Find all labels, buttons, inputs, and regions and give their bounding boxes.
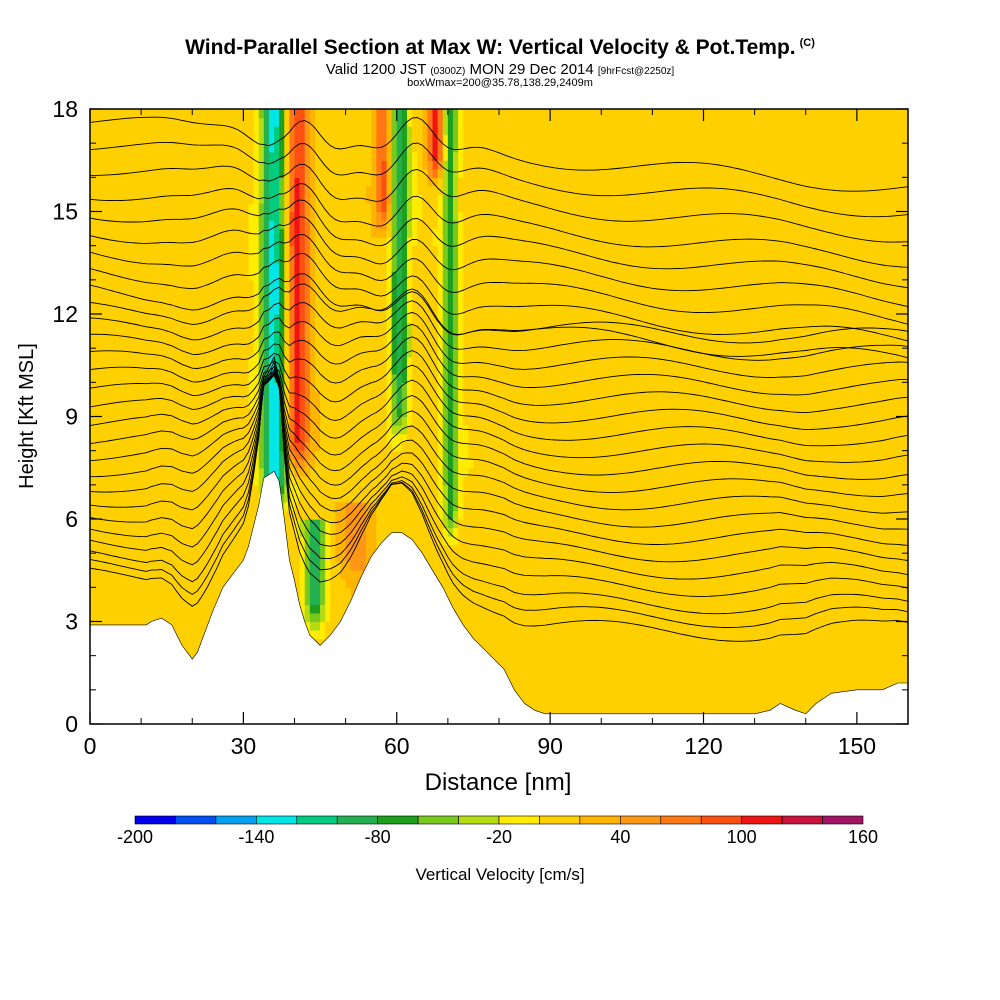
valid-zulu: (0300Z) — [430, 66, 466, 77]
isentrope-line — [90, 355, 908, 642]
colorbar-swatch — [781, 815, 823, 825]
colorbar-swatch — [296, 815, 338, 825]
colorbar-swatch — [741, 815, 783, 825]
isentrope-line — [90, 141, 908, 218]
colorbar-swatch — [579, 815, 621, 825]
terrain — [90, 470, 908, 724]
isentrope-line — [90, 364, 908, 615]
isentrope-line — [90, 273, 908, 359]
colorbar-swatch — [660, 815, 702, 825]
colorbar: -200 -140 -80 -20 40 100 160 — [117, 815, 878, 847]
isentrope-line — [90, 116, 908, 192]
colorbar-swatch — [417, 815, 459, 825]
colorbar-swatch — [620, 815, 662, 825]
colorbar-tick-label: -200 — [117, 827, 153, 847]
plot-area — [90, 109, 908, 724]
isentrope-line — [90, 323, 908, 396]
colorbar-swatch — [700, 815, 742, 825]
isentrope-line — [90, 373, 908, 563]
isentrope-line — [90, 365, 908, 463]
x-tick-label: 30 — [231, 733, 257, 759]
isentrope-line — [90, 368, 908, 597]
y-tick-label: 0 — [65, 711, 78, 737]
isentrope-line — [90, 370, 908, 480]
colorbar-swatch — [539, 815, 581, 825]
y-tick-label: 9 — [65, 404, 78, 430]
isentrope-line — [90, 300, 908, 361]
isentrope-line — [90, 234, 908, 325]
isentrope-line — [90, 360, 908, 447]
colorbar-swatch — [215, 815, 257, 825]
colorbar-tick-label: 100 — [727, 827, 757, 847]
x-tick-label: 90 — [537, 733, 563, 759]
isentrope-line — [90, 336, 908, 414]
isentrope-line — [90, 163, 908, 243]
isentrope-contours — [90, 116, 908, 642]
chart-title: Wind-Parallel Section at Max W: Vertical… — [0, 36, 1000, 60]
isentrope-line — [90, 283, 908, 344]
isentrope-line — [90, 216, 908, 307]
isentrope-line — [90, 371, 908, 580]
colorbar-tick-label: -80 — [365, 827, 391, 847]
isentrope-line — [90, 311, 908, 378]
x-tick-label: 120 — [684, 733, 722, 759]
colorbar-swatch — [822, 815, 864, 825]
x-tick-label: 150 — [838, 733, 876, 759]
y-tick-label: 3 — [65, 609, 78, 635]
forecast-info: [9hrFcst@2250z] — [597, 66, 675, 77]
colorbar-swatch — [336, 815, 378, 825]
isentrope-line — [90, 374, 908, 530]
isentrope-line — [90, 374, 908, 514]
axes: 0 30 60 90 120 150 0 3 6 9 12 15 18 — [52, 96, 908, 759]
colorbar-swatch — [175, 815, 217, 825]
box-info: boxWmax=200@35.78,138.29,2409m — [407, 77, 593, 89]
chart-subtitle: Valid 1200 JST (0300Z) MON 29 Dec 2014 [… — [0, 61, 1000, 78]
valid-date: MON 29 Dec 2014 — [469, 61, 594, 78]
isentrope-line — [90, 360, 908, 628]
y-axis-label: Height [Kft MSL] — [16, 343, 38, 489]
isentrope-line — [90, 183, 908, 268]
y-tick-label: 18 — [52, 96, 78, 122]
colorbar-swatch — [256, 815, 298, 825]
x-tick-label: 0 — [84, 733, 97, 759]
isentrope-line — [90, 199, 908, 289]
valid-time: Valid 1200 JST — [325, 61, 427, 78]
isentrope-line — [90, 374, 908, 546]
chart-title-text: Wind-Parallel Section at Max W: Vertical… — [185, 36, 796, 59]
colorbar-tick-label: 40 — [610, 827, 630, 847]
colorbar-swatch — [134, 815, 176, 825]
x-tick-label: 60 — [384, 733, 410, 759]
copyright-mark: (C) — [799, 37, 815, 49]
y-tick-label: 6 — [65, 506, 78, 532]
x-axis-label: Distance [nm] — [425, 769, 572, 796]
colorbar-swatch — [498, 815, 540, 825]
isentrope-line — [90, 372, 908, 497]
colorbar-swatch — [458, 815, 500, 825]
colorbar-tick-label: -20 — [486, 827, 512, 847]
colorbar-tick-label: 160 — [848, 827, 878, 847]
colorbar-label: Vertical Velocity [cm/s] — [415, 865, 584, 884]
y-tick-label: 15 — [52, 199, 78, 225]
colorbar-tick-label: -140 — [238, 827, 274, 847]
y-tick-label: 12 — [52, 301, 78, 327]
colorbar-swatch — [377, 815, 419, 825]
isentrope-line — [90, 253, 908, 342]
isentrope-line — [90, 350, 908, 431]
